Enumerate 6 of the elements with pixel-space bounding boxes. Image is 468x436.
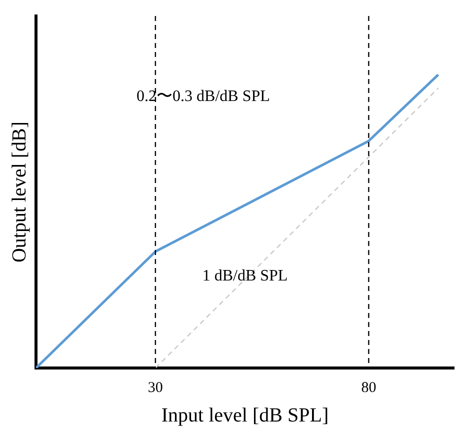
annotation: 1 dB/dB SPL (202, 268, 288, 285)
annotation: 0.2〜0.3 dB/dB SPL (136, 88, 270, 106)
x-tick-label: 80 (361, 380, 376, 396)
y-axis-title: Output level [dB] (8, 121, 30, 263)
x-tick-label: 30 (148, 380, 163, 396)
x-axis-title: Input level [dB SPL] (161, 404, 329, 426)
